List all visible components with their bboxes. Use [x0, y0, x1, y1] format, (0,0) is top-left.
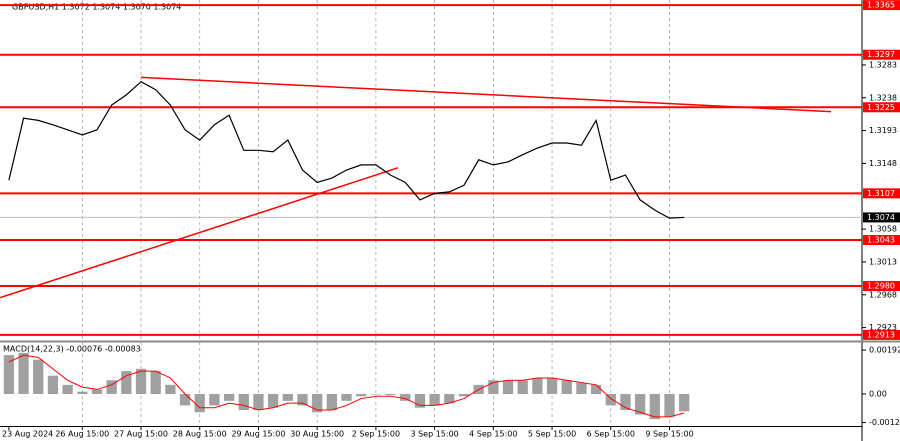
level-label: 1.3297	[867, 50, 895, 59]
macd-bar	[400, 393, 411, 401]
y-tick-label: 1.3058	[869, 225, 897, 234]
x-tick-label: 4 Sep 15:00	[469, 430, 517, 439]
level-label: 1.3107	[867, 189, 895, 198]
macd-bar	[194, 393, 205, 413]
macd-bar	[268, 393, 279, 408]
macd-bar	[33, 359, 44, 394]
macd-bar	[326, 393, 337, 410]
x-tick-label: 27 Aug 15:00	[114, 430, 168, 439]
level-label-box	[863, 188, 900, 199]
macd-bar	[532, 377, 543, 394]
macd-bar	[91, 389, 103, 394]
macd-bar	[121, 371, 132, 394]
macd-bar	[179, 393, 191, 406]
macd-bar	[370, 393, 382, 395]
level-label: 1.2980	[867, 282, 895, 291]
trendline	[140, 76, 832, 113]
macd-bar	[414, 393, 426, 408]
macd-bar	[341, 393, 352, 401]
x-tick-label: 2 Sep 15:00	[352, 430, 400, 439]
x-tick-label: 26 Aug 15:00	[55, 430, 109, 439]
x-tick-label: 3 Sep 15:00	[410, 430, 458, 439]
x-tick-label: 28 Aug 15:00	[173, 430, 227, 439]
y-tick-label: 1.3148	[869, 159, 897, 168]
macd-bar	[47, 375, 59, 394]
macd-bar	[135, 368, 147, 394]
level-label-box	[863, 281, 900, 292]
level-label-box	[863, 49, 900, 60]
macd-bar	[458, 393, 470, 397]
level-label: 1.3365	[867, 1, 895, 10]
x-tick-label: 29 Aug 15:00	[231, 430, 285, 439]
macd-bar	[679, 393, 690, 412]
macd-bar	[605, 393, 616, 406]
indicator-title: MACD(14,22,3) -0.00076 -0.00083	[3, 345, 141, 354]
macd-bar	[517, 380, 528, 394]
macd-bar	[77, 391, 88, 394]
macd-bar	[165, 384, 176, 394]
x-tick-label: 30 Aug 15:00	[290, 430, 344, 439]
macd-bar	[635, 393, 646, 415]
macd-bar	[223, 393, 235, 401]
y-tick-label: 1.2968	[869, 290, 897, 299]
macd-bar	[356, 393, 367, 397]
macd-bar	[62, 384, 73, 394]
macd-bar	[150, 371, 161, 394]
level-label-box	[863, 235, 900, 246]
x-tick-label: 6 Sep 15:00	[587, 430, 635, 439]
y-tick-label: 1.2923	[869, 323, 897, 332]
macd-bar	[546, 377, 558, 394]
macd-bar	[649, 393, 660, 420]
macd-bar	[429, 393, 440, 406]
macd-bar	[3, 355, 15, 394]
level-label: 1.3225	[867, 103, 895, 112]
price-line	[8, 80, 685, 219]
x-tick-label: 23 Aug 2024	[2, 430, 53, 439]
last-price-label: 1.3074	[867, 213, 895, 222]
last-price-box	[863, 212, 900, 223]
y-tick-label: 1.3283	[869, 60, 897, 69]
macd-bar	[253, 393, 264, 410]
macd-bar	[664, 393, 675, 417]
macd-bar	[488, 380, 499, 394]
trendline	[0, 167, 399, 299]
macd-bar	[576, 382, 587, 394]
level-label-box	[863, 329, 900, 340]
macd-bar	[444, 393, 455, 404]
y2-tick-label: 0.00	[869, 389, 887, 398]
y2-tick-label: 0.00192	[869, 346, 900, 355]
y-tick-label: 1.3238	[869, 93, 897, 102]
level-label-box	[863, 102, 900, 113]
macd-bar	[297, 393, 308, 406]
y2-tick-label: -0.00125	[869, 418, 900, 427]
macd-bar	[620, 393, 631, 410]
x-tick-label: 9 Sep 15:00	[645, 430, 693, 439]
chart-title: GBPUSD,H1 1.3072 1.3074 1.3070 1.3074	[12, 3, 181, 12]
y-tick-label: 1.3013	[869, 257, 897, 266]
macd-bar	[238, 393, 249, 410]
macd-bar	[502, 380, 514, 394]
level-label: 1.2913	[867, 330, 895, 339]
macd-bar	[209, 393, 220, 406]
macd-bar	[18, 352, 29, 394]
macd-bar	[106, 380, 117, 394]
macd-bar	[385, 393, 396, 396]
level-label: 1.3043	[867, 236, 895, 245]
macd-bar	[561, 380, 572, 394]
macd-bar	[312, 393, 323, 413]
macd-bar	[282, 393, 293, 401]
x-tick-label: 5 Sep 15:00	[528, 430, 576, 439]
y-tick-label: 1.3193	[869, 126, 897, 135]
signal-line	[8, 354, 685, 418]
level-label-box	[863, 0, 900, 11]
macd-bar	[590, 384, 602, 394]
